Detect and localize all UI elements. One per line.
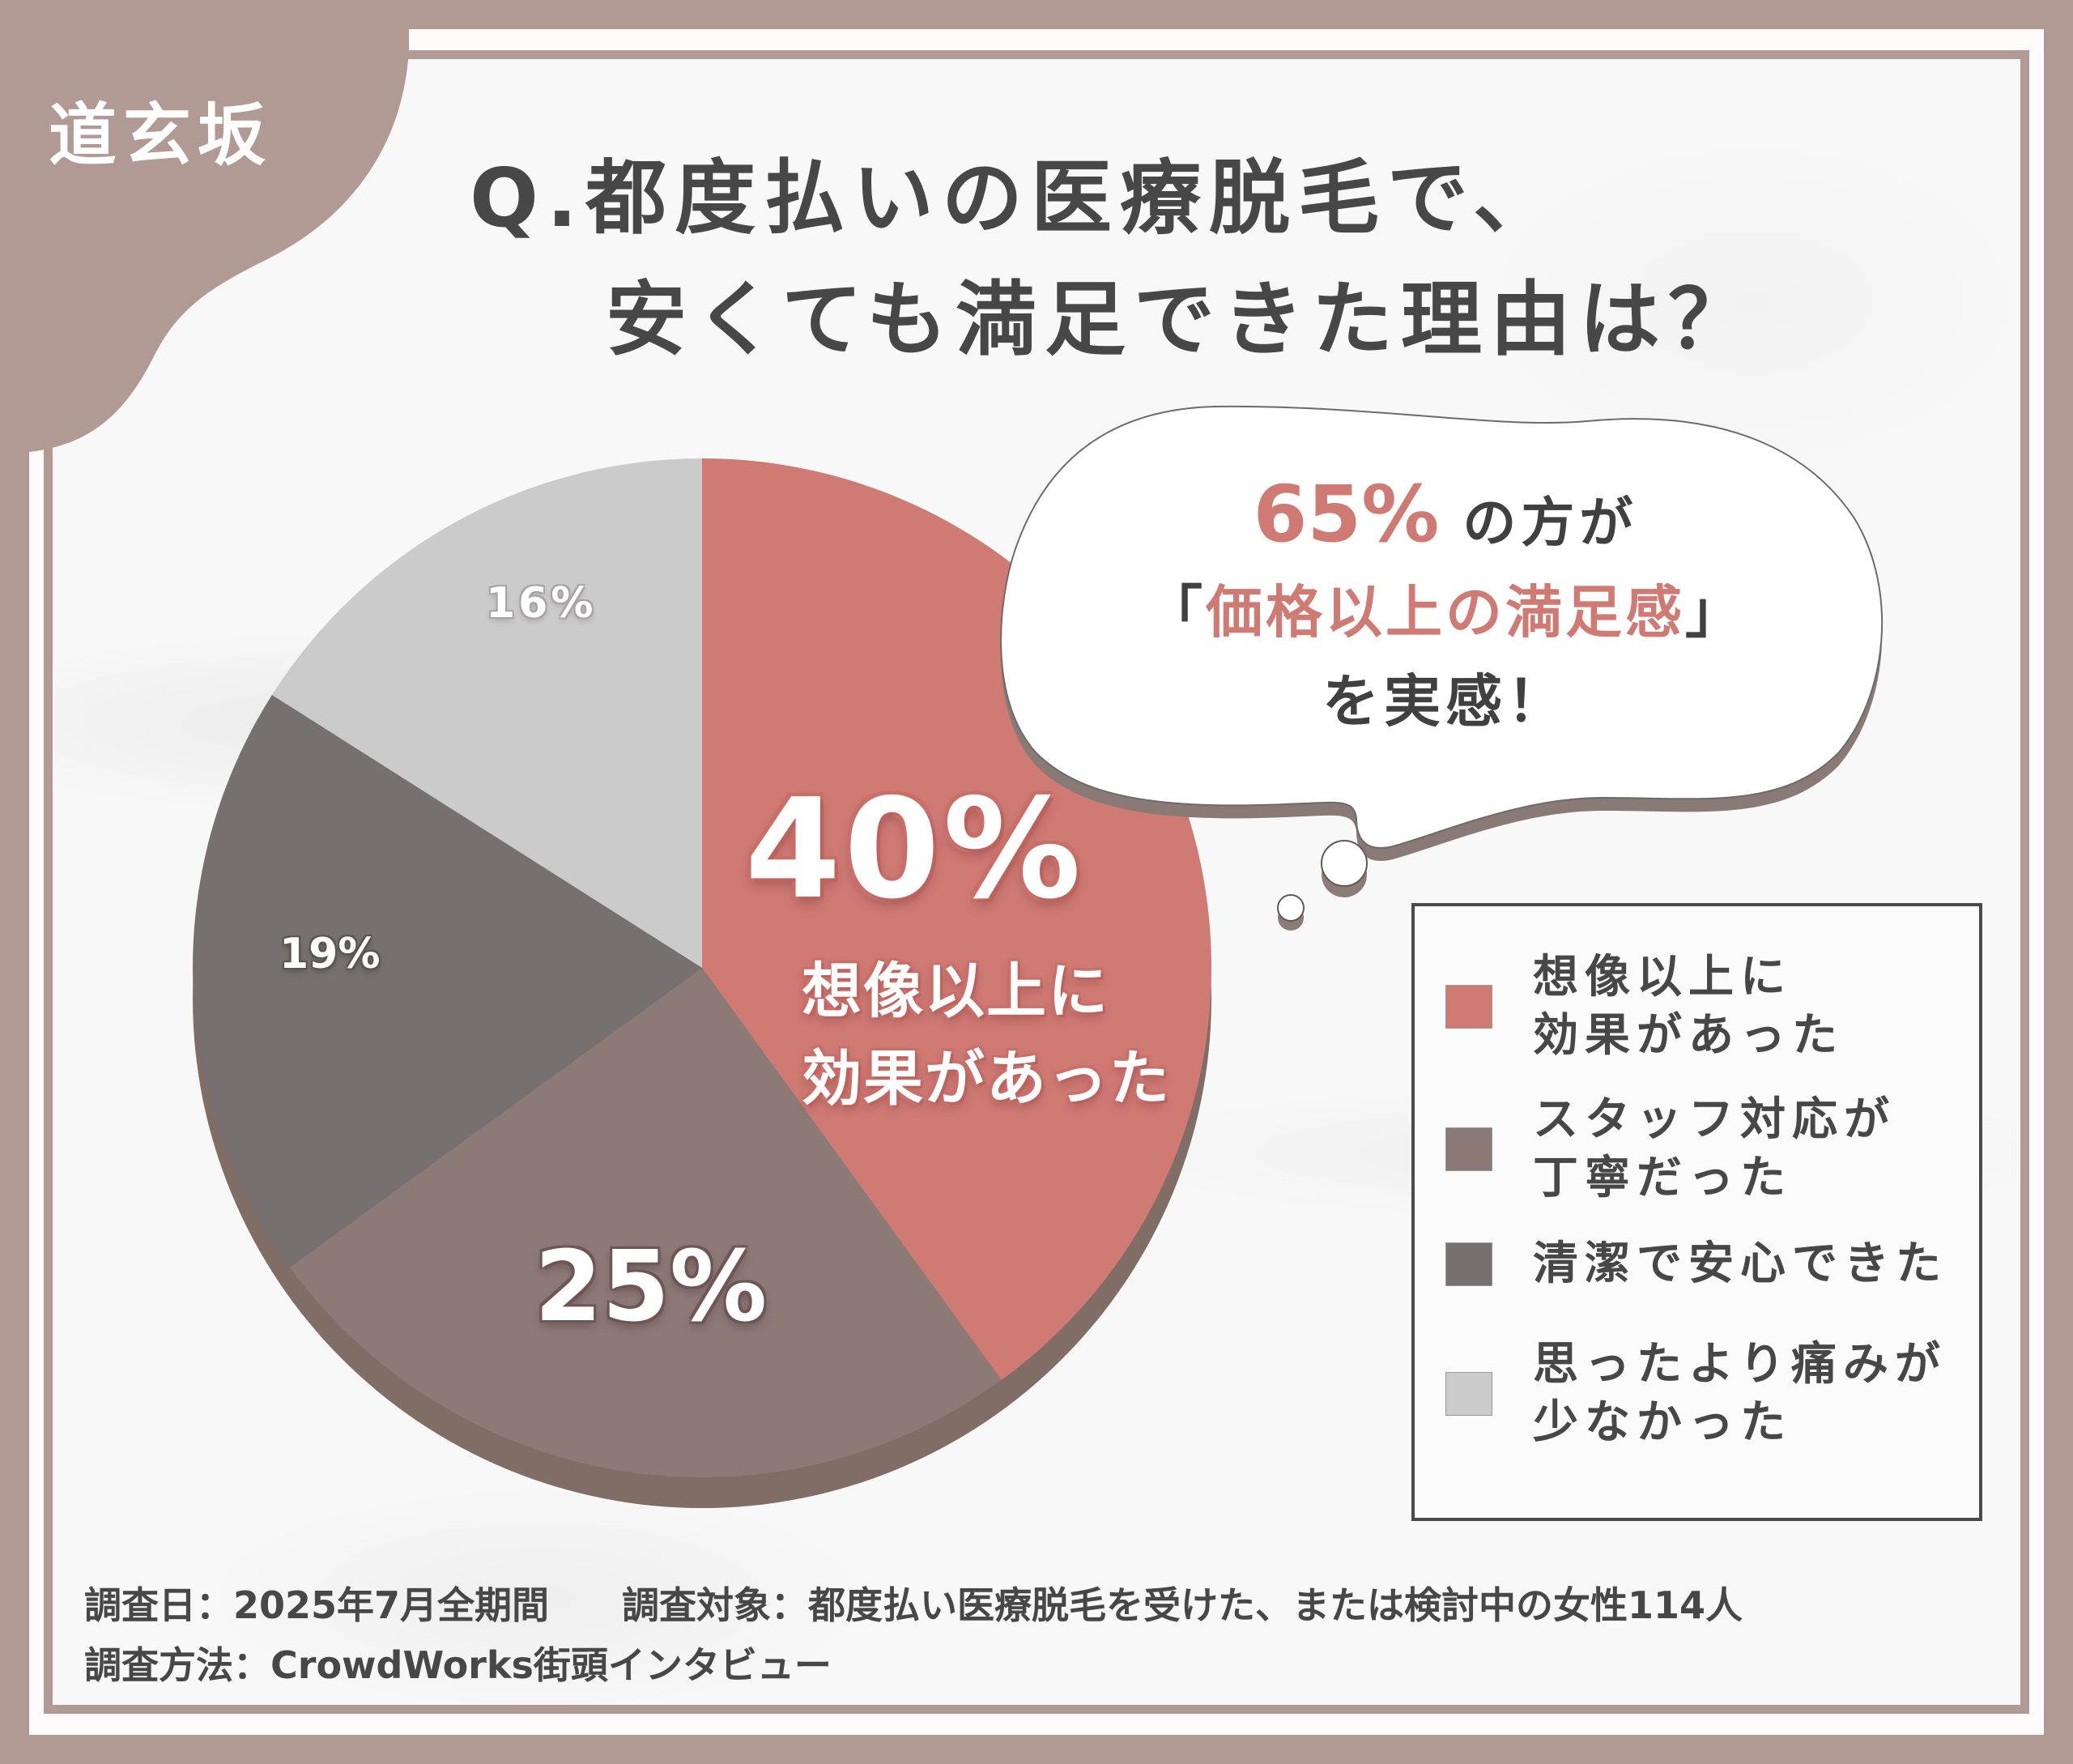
thought-dot-large [1321,840,1368,887]
legend-label: 思ったより痛みが 少なかった [1533,1338,1947,1449]
footer-line-1: 調査日：2025年7月全期間 調査対象：都度払い医療脱毛を受けた、または検討中の女… [84,1576,1743,1630]
legend-item: スタッフ対応が 丁寧だった [1445,1091,1896,1208]
footer-line-2: 調査方法：CrowdWorks街頭インタビュー [84,1636,832,1689]
corner-blob [0,0,409,454]
speech-bubble-body [1000,405,1884,849]
legend-swatch-icon [1445,1372,1492,1416]
callout-highlight-value: 65% [1253,469,1440,560]
legend-item: 想像以上に 効果があった [1445,948,1844,1065]
pie-label-25: 25% [534,1231,768,1344]
pie-slice-pain [271,458,702,968]
survey-date: 調査日：2025年7月全期間 [84,1583,550,1627]
speech-bubble [1000,405,1884,931]
title-line-2: 安くても満足できた理由は？ [606,272,1757,367]
legend-swatch-icon [1445,985,1492,1029]
legend-label: スタッフ対応が 丁寧だった [1533,1093,1896,1204]
callout-accent-text: 価格以上の満足感 [1206,579,1685,646]
legend-swatch-icon [1445,1242,1492,1286]
page-title: Q.都度払いの医療脱毛で、 安くても満足できた理由は？ [470,138,1757,381]
callout-line-3: を実感！ [1322,668,1569,735]
legend-swatch-icon [1445,1127,1492,1171]
survey-method: 調査方法：CrowdWorks街頭インタビュー [84,1643,832,1687]
pie-label-40-desc: 想像以上に 効果があった [802,948,1171,1123]
thought-dot-small [1277,894,1305,922]
pie-label-40-desc-line2: 効果があった [802,1044,1171,1114]
pie-label-16: 16% [486,579,597,628]
chart-legend: 想像以上に 効果があった スタッフ対応が 丁寧だった 清潔で安心できた 思ったよ… [1411,903,1982,1521]
legend-item: 清潔で安心できた [1445,1235,1947,1293]
callout-line-1-suffix: の方が [1462,492,1638,554]
bracket-close: 」 [1685,579,1745,646]
pie-slice-clean [192,695,702,1268]
location-label: 道玄坂 [49,96,273,175]
pie-label-19: 19% [279,930,381,978]
pie-chart [192,458,1212,1508]
callout-line-2: 「価格以上の満足感」 [1012,568,1879,657]
bracket-open: 「 [1146,579,1206,646]
pie-label-40-desc-line1: 想像以上に [802,957,1109,1026]
pie-label-40: 40% [745,769,1084,930]
legend-label: 想像以上に 効果があった [1533,951,1844,1062]
title-line-1: Q.都度払いの医療脱毛で、 [470,151,1562,245]
callout-text: 65% の方が 「価格以上の満足感」 を実感！ [1012,470,1879,746]
survey-target: 調査対象：都度払い医療脱毛を受けた、または検討中の女性114人 [622,1583,1743,1627]
legend-item: 思ったより痛みが 少なかった [1445,1336,1947,1452]
pie-slice-staff [290,968,1002,1478]
legend-label: 清潔で安心できた [1533,1238,1947,1290]
callout-line-1: 65% の方が [1012,470,1879,568]
